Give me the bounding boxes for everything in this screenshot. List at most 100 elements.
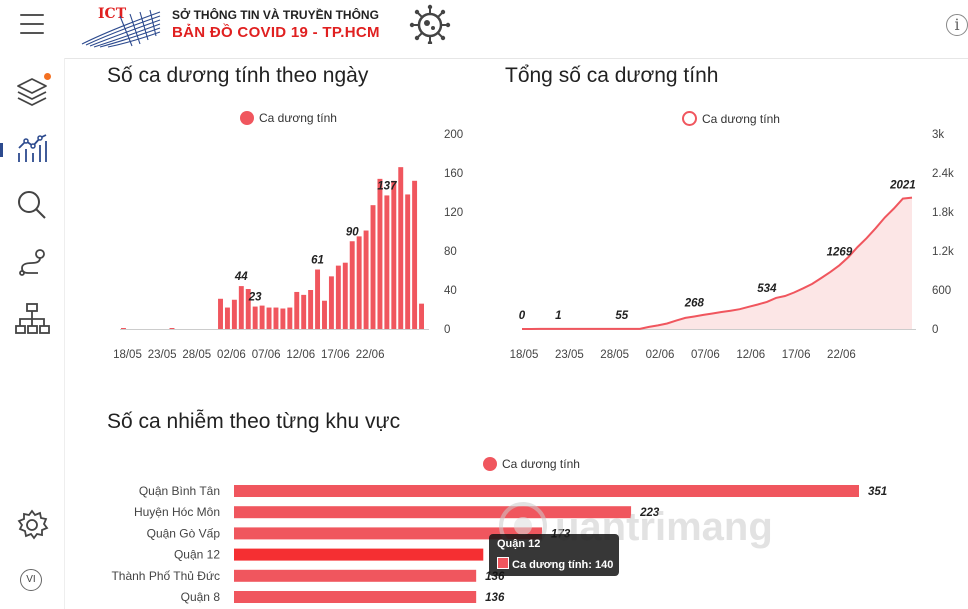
tooltip-title: Quận 12	[497, 538, 541, 550]
layers-icon[interactable]	[14, 74, 50, 110]
y-tick-label: 0	[932, 324, 938, 336]
info-icon[interactable]: i	[946, 14, 968, 36]
data-label: 534	[757, 283, 777, 295]
bar	[280, 308, 286, 329]
bar	[308, 290, 314, 329]
data-label: 1269	[827, 246, 853, 258]
total-cases-chart: 3k 2.4k 1.8k 1.2k 600 0 0 1 55 268 534 1269 2021 18/0…	[510, 129, 954, 361]
tooltip-value: Ca dương tính: 140	[512, 559, 614, 571]
bar	[356, 236, 362, 329]
search-icon[interactable]	[14, 187, 50, 223]
tooltip-value-row: Ca dương tính: 140	[497, 557, 613, 571]
ict-logo: ICT	[81, 6, 161, 48]
active-indicator	[0, 143, 3, 157]
bar	[419, 303, 424, 329]
data-label: 44	[234, 271, 248, 283]
bar	[398, 167, 404, 329]
x-tick-label: 18/05	[113, 349, 142, 361]
bar	[328, 276, 334, 329]
bar	[294, 291, 300, 329]
bar	[234, 591, 477, 603]
legend-dot	[682, 111, 697, 126]
data-label: 23	[248, 292, 262, 304]
y-tick-label: 1.8k	[932, 207, 954, 219]
bar	[405, 194, 411, 329]
category-label: Quận 8	[181, 590, 221, 604]
bar	[245, 289, 251, 329]
chart-tooltip: Quận 12 Ca dương tính: 140	[489, 534, 619, 576]
total-legend[interactable]: Ca dương tính	[682, 111, 780, 126]
y-tick-label: 600	[932, 285, 951, 297]
y-tick-label: 0	[444, 324, 450, 336]
x-tick-label: 28/05	[182, 349, 211, 361]
category-label: Huyện Hóc Môn	[134, 505, 220, 519]
legend-label: Ca dương tính	[702, 112, 780, 126]
data-label: 2021	[889, 180, 916, 192]
data-label: 55	[615, 310, 628, 322]
area-fill	[522, 197, 912, 329]
bar	[218, 298, 223, 329]
bar	[335, 265, 341, 329]
data-label: 1	[555, 310, 561, 322]
legend-label: Ca dương tính	[259, 111, 337, 125]
x-tick-label: 22/06	[827, 349, 856, 361]
bar	[315, 269, 321, 329]
x-tick-label: 02/06	[646, 349, 675, 361]
bar	[252, 306, 258, 329]
bar	[391, 180, 397, 329]
y-tick-label: 2.4k	[932, 168, 954, 180]
bar	[370, 205, 376, 329]
x-tick-label: 02/06	[217, 349, 246, 361]
menu-icon[interactable]	[20, 14, 44, 34]
data-label: 90	[346, 226, 359, 238]
bar	[384, 195, 390, 329]
region-chart-title: Số ca nhiễm theo từng khu vực	[107, 410, 401, 433]
category-label: Quận 12	[174, 548, 220, 562]
bar	[322, 300, 327, 329]
language-switch[interactable]: VI	[20, 569, 42, 591]
legend-dot	[240, 111, 254, 125]
daily-legend[interactable]: Ca dương tính	[240, 111, 337, 125]
bar	[234, 569, 477, 582]
y-tick-label: 80	[444, 246, 457, 258]
data-label: 61	[311, 255, 324, 267]
header-org: SỞ THÔNG TIN VÀ TRUYỀN THÔNG	[172, 8, 379, 22]
bar	[412, 180, 418, 329]
notification-badge	[44, 73, 51, 80]
bar	[287, 307, 293, 329]
y-tick-label: 1.2k	[932, 246, 954, 258]
bar	[169, 328, 175, 329]
route-icon[interactable]	[14, 245, 50, 281]
bar	[121, 328, 126, 329]
y-tick-label: 3k	[932, 129, 944, 141]
top-bar: ICT SỞ THÔNG TIN VÀ TRUYỀN THÔNG BẢN ĐỒ …	[0, 0, 968, 59]
chart-icon[interactable]	[14, 131, 50, 167]
bar	[377, 178, 383, 329]
x-tick-label: 17/06	[321, 349, 350, 361]
virus-icon	[409, 4, 451, 44]
bar	[259, 305, 265, 329]
x-tick-label: 17/06	[782, 349, 811, 361]
region-legend[interactable]: Ca dương tính	[483, 457, 580, 471]
x-tick-label: 12/06	[736, 349, 765, 361]
y-tick-label: 120	[444, 207, 463, 219]
bar	[234, 527, 543, 540]
header-title: BẢN ĐỒ COVID 19 - TP.HCM	[172, 24, 380, 41]
x-tick-label: 07/06	[691, 349, 720, 361]
region-chart: Quận Bình Tân 351 Huyện Hóc Môn 223 Quận Gò …	[111, 484, 887, 604]
sitemap-icon[interactable]	[14, 301, 50, 337]
settings-icon[interactable]	[14, 507, 50, 543]
bar	[266, 307, 272, 329]
bar	[234, 548, 484, 561]
x-tick-label: 22/06	[356, 349, 385, 361]
y-tick-label: 200	[444, 129, 463, 141]
bar	[301, 294, 307, 329]
legend-dot	[483, 457, 497, 471]
data-label: 137	[377, 180, 397, 192]
tooltip-swatch	[497, 557, 509, 569]
bar	[273, 307, 279, 329]
bar	[231, 299, 237, 329]
bar	[363, 230, 369, 329]
svg-text:ICT: ICT	[98, 6, 127, 22]
